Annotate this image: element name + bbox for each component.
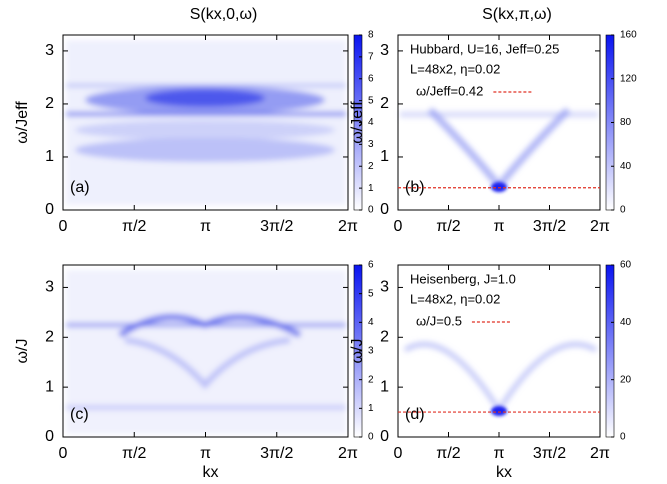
x-tick-label: π bbox=[200, 218, 211, 235]
y-tick-label: 0 bbox=[45, 201, 54, 218]
colorbar-tick-label: 0 bbox=[620, 205, 626, 216]
colorbar-tick-label: 1 bbox=[368, 183, 374, 194]
panel-label: (a) bbox=[70, 179, 90, 196]
x-axis-label: kx bbox=[496, 464, 512, 481]
reference-line-label: ω/J=0.5 bbox=[416, 313, 462, 328]
x-tick-label: π/2 bbox=[122, 445, 146, 462]
x-tick-label: 2π bbox=[590, 218, 610, 235]
colorbar-tick-label: 0 bbox=[368, 205, 374, 216]
annotation: Hubbard, U=16, Jeff=0.25 bbox=[410, 41, 559, 56]
panel-title: S(kx,π,ω) bbox=[482, 6, 552, 23]
y-tick-label: 2 bbox=[45, 95, 54, 112]
spectral-peak bbox=[491, 182, 507, 416]
colorbar-tick-label: 8 bbox=[368, 30, 374, 41]
x-tick-label: 3π/2 bbox=[260, 445, 293, 462]
x-tick-label: 0 bbox=[59, 445, 68, 462]
x-tick-label: 0 bbox=[59, 218, 68, 235]
colorbar-tick-label: 1 bbox=[368, 403, 374, 414]
colorbar-tick-label: 0 bbox=[620, 432, 626, 443]
colorbar-tick-label: 0 bbox=[368, 432, 374, 443]
colorbar-tick-label: 7 bbox=[368, 52, 374, 63]
colorbar bbox=[605, 264, 615, 438]
colorbar-tick-label: 4 bbox=[368, 317, 374, 328]
x-tick-label: 3π/2 bbox=[533, 218, 566, 235]
colorbar-tick-label: 2 bbox=[368, 374, 374, 385]
x-tick-label: 3π/2 bbox=[260, 218, 293, 235]
colorbar-tick-label: 40 bbox=[620, 161, 632, 172]
y-tick-label: 0 bbox=[45, 428, 54, 445]
colorbar-tick-label: 80 bbox=[620, 117, 632, 128]
y-tick-label: 2 bbox=[380, 95, 389, 112]
y-tick-label: 3 bbox=[380, 279, 389, 296]
y-tick-label: 1 bbox=[45, 378, 54, 395]
y-tick-label: 1 bbox=[45, 148, 54, 165]
y-axis-label: ω/Jeff bbox=[349, 101, 366, 144]
panel-label: (d) bbox=[405, 406, 425, 423]
y-tick-label: 0 bbox=[380, 428, 389, 445]
x-tick-label: π/2 bbox=[436, 218, 460, 235]
panel-title: S(kx,0,ω) bbox=[190, 6, 258, 23]
x-tick-label: 2π bbox=[338, 445, 358, 462]
annotation: L=48x2, η=0.02 bbox=[410, 291, 500, 306]
x-tick-label: 2π bbox=[590, 445, 610, 462]
x-tick-label: 2π bbox=[338, 218, 358, 235]
colorbar-tick-label: 60 bbox=[620, 260, 632, 271]
x-tick-label: 3π/2 bbox=[533, 445, 566, 462]
x-tick-label: π bbox=[493, 218, 504, 235]
colorbar-tick-label: 6 bbox=[368, 73, 374, 84]
x-tick-label: π bbox=[200, 445, 211, 462]
colorbar-tick-label: 40 bbox=[620, 317, 632, 328]
colorbar-tick-label: 5 bbox=[368, 95, 374, 106]
y-tick-label: 2 bbox=[45, 329, 54, 346]
annotation: Heisenberg, J=1.0 bbox=[410, 271, 516, 286]
y-axis-label: ω/Jeff bbox=[14, 101, 31, 144]
y-tick-label: 0 bbox=[380, 201, 389, 218]
x-tick-label: 0 bbox=[394, 445, 403, 462]
x-tick-label: 0 bbox=[394, 218, 403, 235]
colorbar-tick-label: 3 bbox=[368, 346, 374, 357]
y-tick-label: 3 bbox=[45, 279, 54, 296]
colorbar-tick-label: 2 bbox=[368, 161, 374, 172]
colorbar-tick-label: 5 bbox=[368, 288, 374, 299]
y-tick-label: 1 bbox=[380, 148, 389, 165]
x-tick-label: π/2 bbox=[122, 218, 146, 235]
colorbar-tick-label: 160 bbox=[620, 30, 637, 41]
panel-label: (c) bbox=[70, 406, 89, 423]
reference-line-label: ω/Jeff=0.42 bbox=[416, 83, 483, 98]
colorbar-tick-label: 20 bbox=[620, 374, 632, 385]
colorbar-tick-label: 6 bbox=[368, 260, 374, 271]
annotation: L=48x2, η=0.02 bbox=[410, 61, 500, 76]
y-tick-label: 3 bbox=[45, 42, 54, 59]
x-tick-label: π/2 bbox=[436, 445, 460, 462]
colorbar-tick-label: 4 bbox=[368, 117, 374, 128]
y-tick-label: 2 bbox=[380, 329, 389, 346]
colorbar-tick-label: 120 bbox=[620, 73, 637, 84]
x-tick-label: π bbox=[493, 445, 504, 462]
colorbar-tick-label: 3 bbox=[368, 139, 374, 150]
y-axis-label: ω/J bbox=[14, 339, 31, 364]
y-tick-label: 3 bbox=[380, 42, 389, 59]
y-axis-label: ω/J bbox=[349, 339, 366, 364]
spectral-intensity bbox=[66, 40, 598, 434]
y-tick-label: 1 bbox=[380, 378, 389, 395]
x-axis-label: kx bbox=[203, 464, 219, 481]
